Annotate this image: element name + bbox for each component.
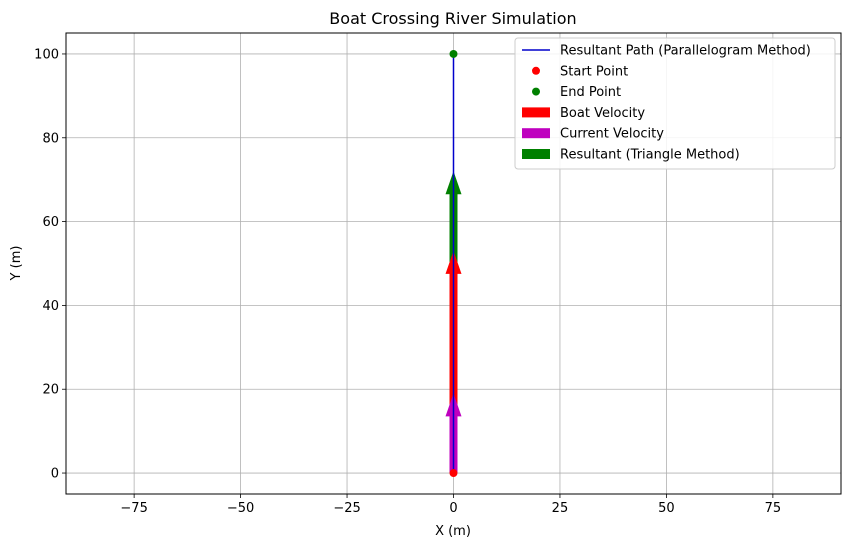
y-tick-label: 40 [42, 299, 59, 314]
x-axis-label: X (m) [435, 524, 471, 539]
x-tick-label: −25 [333, 501, 360, 516]
x-tick-label: −75 [120, 501, 147, 516]
legend-swatch-start-point [532, 66, 540, 75]
start-point-marker [449, 469, 458, 478]
plot-marks [445, 49, 462, 478]
y-tick-label: 0 [51, 467, 59, 482]
y-tick-label: 60 [42, 215, 59, 230]
chart-title: Boat Crossing River Simulation [329, 9, 576, 28]
x-tick-label: 25 [552, 501, 569, 516]
y-axis-label: Y (m) [9, 246, 24, 282]
legend-label-boat-velocity: Boat Velocity [560, 106, 645, 121]
x-tick-label: −50 [227, 501, 254, 516]
legend-label-resultant-path-parallelogram-method: Resultant Path (Parallelogram Method) [560, 44, 811, 59]
legend-label-end-point: End Point [560, 85, 621, 100]
x-axis-ticks: −75 −50 −25 0 25 50 75 [120, 494, 781, 516]
end-point-marker [449, 49, 458, 58]
legend-box [514, 37, 836, 170]
y-axis-ticks: 0 20 40 60 80 100 [34, 47, 66, 482]
legend-swatch-resultant-triangle-method [522, 149, 550, 159]
y-tick-label: 80 [42, 131, 59, 146]
legend-label-start-point: Start Point [560, 64, 628, 79]
legend-swatch-boat-velocity [522, 107, 550, 118]
x-tick-label: 75 [765, 501, 782, 516]
legend-swatch-current-velocity [522, 128, 550, 139]
x-tick-label: 50 [658, 501, 675, 516]
y-tick-label: 20 [42, 383, 59, 398]
legend-swatch-end-point [532, 87, 540, 96]
x-tick-label: 0 [449, 501, 457, 516]
legend-label-current-velocity: Current Velocity [560, 127, 664, 142]
legend: Resultant Path (Parallelogram Method) Sta… [514, 37, 836, 170]
legend-label-resultant-triangle-method: Resultant (Triangle Method) [560, 148, 740, 163]
y-tick-label: 100 [34, 47, 59, 62]
